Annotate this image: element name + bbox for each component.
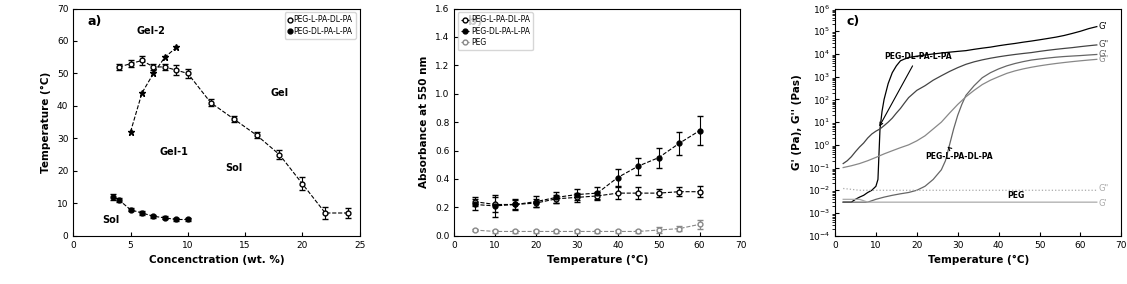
Text: G": G" [1099,184,1109,193]
Y-axis label: Temperature (°C): Temperature (°C) [42,72,52,173]
Y-axis label: Absorbance at 550 nm: Absorbance at 550 nm [419,56,429,188]
X-axis label: Temperature (°C): Temperature (°C) [928,255,1029,265]
Text: G': G' [1099,199,1108,208]
Text: Gel-2: Gel-2 [136,26,166,36]
Y-axis label: G' (Pa), G'' (Pas): G' (Pa), G'' (Pas) [792,74,802,170]
Text: G': G' [1099,22,1108,31]
Text: Gel-1: Gel-1 [159,147,188,156]
X-axis label: Temperature (°C): Temperature (°C) [547,255,648,265]
Text: a): a) [88,15,101,28]
Text: Sol: Sol [101,215,119,225]
Legend: PEG-L-PA-DL-PA, PEG-DL-PA-L-PA, PEG: PEG-L-PA-DL-PA, PEG-DL-PA-L-PA, PEG [458,12,533,50]
Text: PEG-DL-PA-L-PA: PEG-DL-PA-L-PA [880,52,951,126]
Text: PEG-L-PA-DL-PA: PEG-L-PA-DL-PA [925,147,993,161]
Text: G": G" [1099,55,1109,64]
Legend: PEG-L-PA-DL-PA, PEG-DL-PA-L-PA: PEG-L-PA-DL-PA, PEG-DL-PA-L-PA [285,12,356,39]
Text: PEG: PEG [1006,191,1024,200]
Text: G': G' [1099,50,1108,59]
Text: Gel: Gel [270,88,289,98]
Text: G": G" [1099,40,1109,49]
Text: Sol: Sol [225,163,242,173]
X-axis label: Concenctration (wt. %): Concenctration (wt. %) [149,255,284,265]
Text: b): b) [469,15,483,28]
Text: c): c) [846,15,860,28]
